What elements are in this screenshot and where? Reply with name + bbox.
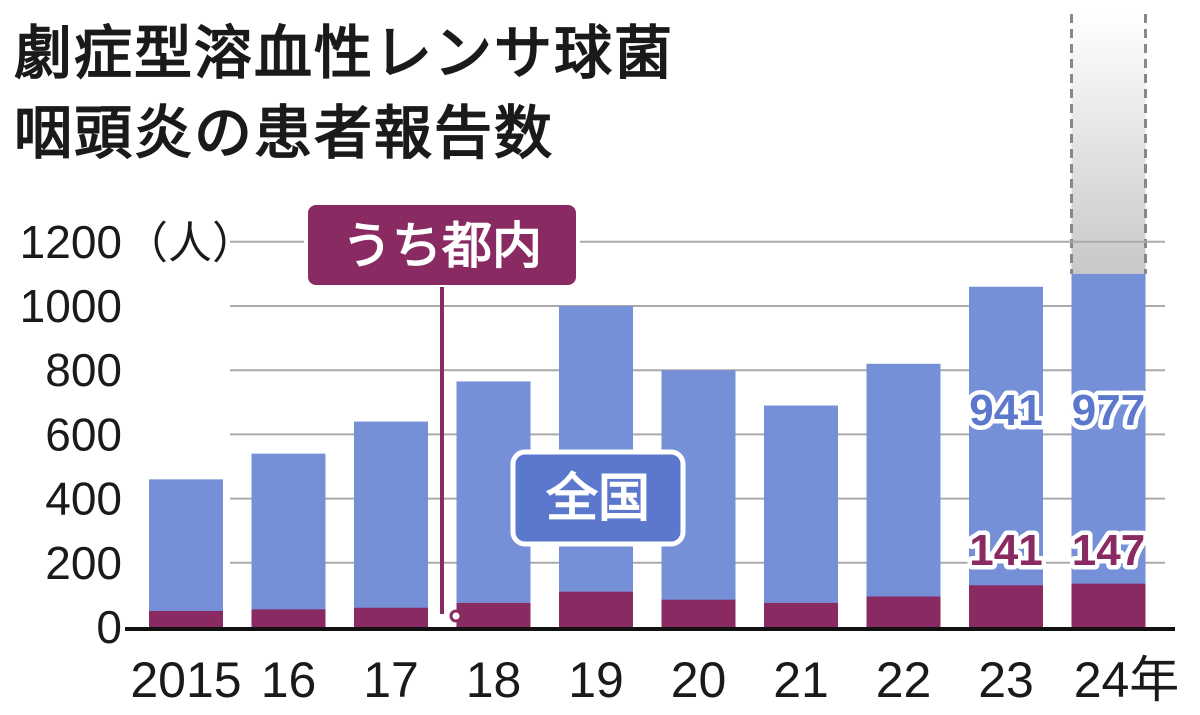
bar-tokyo	[456, 602, 531, 627]
y-tick-label: 200	[45, 537, 122, 589]
bar-tokyo	[969, 585, 1043, 627]
x-tick-label: 24年	[1074, 652, 1180, 708]
x-tick-label: 2015	[130, 652, 241, 708]
x-tick-label: 20	[671, 652, 727, 708]
bar-tokyo	[764, 602, 838, 627]
legend-national-box	[510, 449, 686, 547]
x-tick-label: 18	[466, 652, 522, 708]
bar-national	[251, 453, 326, 627]
bar-tokyo	[354, 607, 428, 627]
data-label-tokyo: 147	[1072, 526, 1145, 575]
bar-national	[866, 363, 941, 627]
bar-national	[764, 405, 838, 627]
x-tick-label: 17	[363, 652, 419, 708]
data-label-tokyo: 141	[969, 526, 1042, 575]
y-tick-label: 0	[96, 601, 122, 653]
legend-tokyo-dot	[449, 609, 463, 623]
legend-tokyo-label: うち都内	[342, 217, 542, 275]
bar-national	[969, 286, 1043, 627]
y-tick-label: 600	[45, 408, 122, 460]
x-tick-label: 19	[568, 652, 624, 708]
highlight-box	[1071, 14, 1146, 274]
bar-tokyo	[866, 596, 941, 627]
x-tick-label: 16	[261, 652, 317, 708]
y-unit-label: （人）	[124, 218, 256, 269]
legend-national-label: 全国	[545, 469, 650, 529]
data-label-national: 941	[969, 386, 1042, 435]
bar-tokyo	[1071, 583, 1146, 627]
bar-national	[354, 421, 428, 627]
bar-tokyo	[251, 609, 326, 627]
y-tick-label: 400	[45, 473, 122, 525]
bar-national	[1071, 273, 1146, 627]
bar-tokyo	[149, 610, 223, 627]
data-label-national: 977	[1072, 386, 1145, 435]
bar-tokyo	[559, 591, 633, 627]
x-tick-label: 23	[978, 652, 1034, 708]
chart-title-line-2: 咽頭炎の患者報告数	[14, 99, 555, 167]
x-tick-label: 21	[773, 652, 829, 708]
x-tick-label: 22	[876, 652, 932, 708]
y-tick-label: 1000	[20, 280, 122, 332]
chart-title-line-1: 劇症型溶血性レンサ球菌	[14, 19, 675, 87]
y-tick-label: 1200	[20, 216, 122, 268]
y-tick-label: 800	[45, 344, 122, 396]
bar-national	[149, 479, 223, 627]
bar-tokyo	[661, 599, 736, 627]
